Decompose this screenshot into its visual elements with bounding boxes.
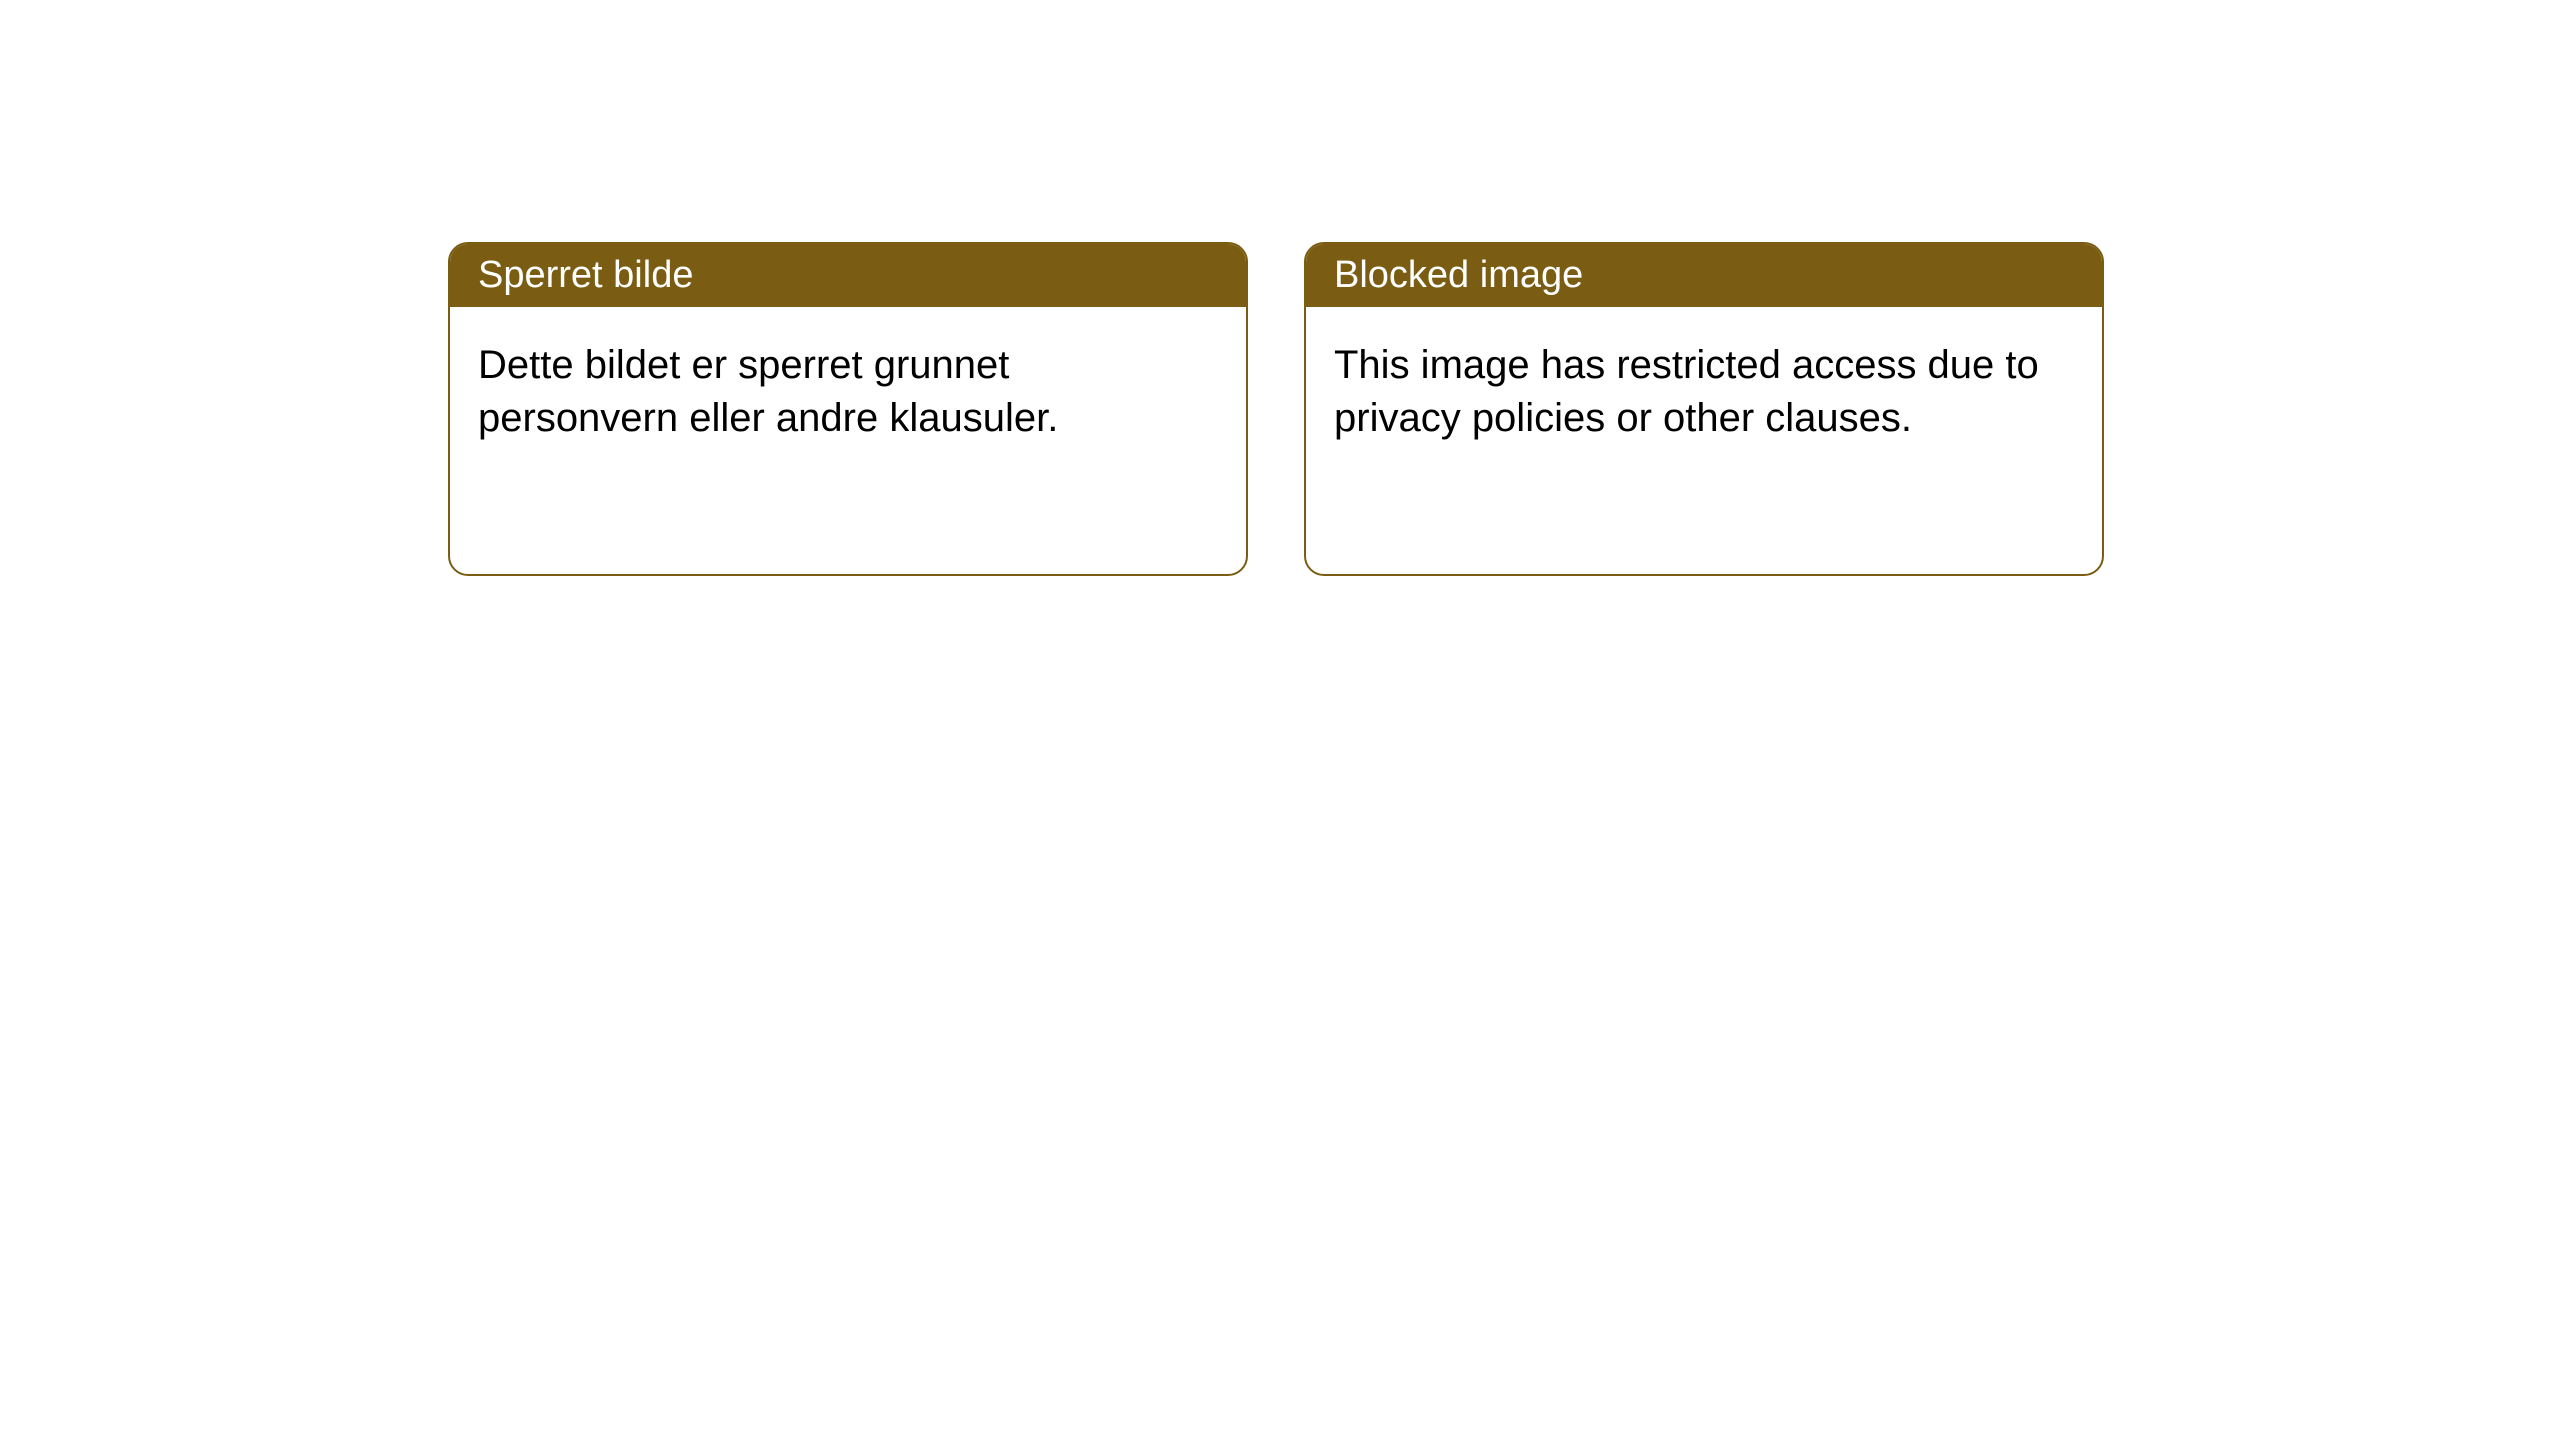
- notice-header-english: Blocked image: [1306, 244, 2102, 307]
- notice-card-norwegian: Sperret bilde Dette bildet er sperret gr…: [448, 242, 1248, 576]
- notice-container: Sperret bilde Dette bildet er sperret gr…: [448, 242, 2104, 576]
- notice-body-english: This image has restricted access due to …: [1306, 307, 2102, 477]
- notice-card-english: Blocked image This image has restricted …: [1304, 242, 2104, 576]
- notice-body-norwegian: Dette bildet er sperret grunnet personve…: [450, 307, 1246, 477]
- notice-header-norwegian: Sperret bilde: [450, 244, 1246, 307]
